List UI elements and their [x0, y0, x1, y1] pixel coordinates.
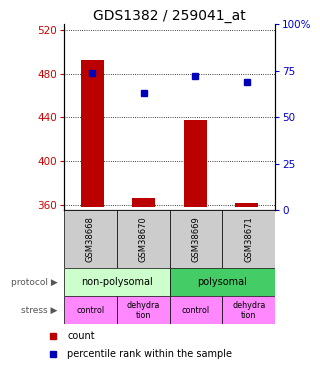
Bar	[64, 296, 117, 324]
Bar	[222, 296, 275, 324]
Text: non-polysomal: non-polysomal	[81, 277, 153, 287]
Text: count: count	[68, 331, 95, 341]
Text: stress ▶: stress ▶	[21, 306, 58, 315]
Bar	[64, 268, 170, 296]
Text: GSM38668: GSM38668	[86, 216, 95, 262]
Text: polysomal: polysomal	[197, 277, 247, 287]
Bar	[222, 210, 275, 268]
Bar	[117, 296, 170, 324]
Bar	[64, 210, 117, 268]
Bar	[117, 210, 170, 268]
Bar	[170, 268, 275, 296]
Text: control: control	[182, 306, 210, 315]
Bar	[132, 198, 156, 207]
Text: GSM38670: GSM38670	[139, 216, 148, 262]
Bar	[170, 210, 222, 268]
Text: protocol ▶: protocol ▶	[11, 278, 58, 286]
Text: percentile rank within the sample: percentile rank within the sample	[68, 349, 232, 359]
Title: GDS1382 / 259041_at: GDS1382 / 259041_at	[93, 9, 246, 23]
Bar	[184, 120, 207, 207]
Text: GSM38669: GSM38669	[191, 216, 201, 262]
Bar	[81, 60, 104, 207]
Text: dehydra
tion: dehydra tion	[126, 301, 160, 320]
Text: GSM38671: GSM38671	[244, 216, 253, 262]
Bar	[235, 204, 259, 207]
Text: dehydra
tion: dehydra tion	[232, 301, 266, 320]
Bar	[170, 296, 222, 324]
Text: control: control	[76, 306, 104, 315]
